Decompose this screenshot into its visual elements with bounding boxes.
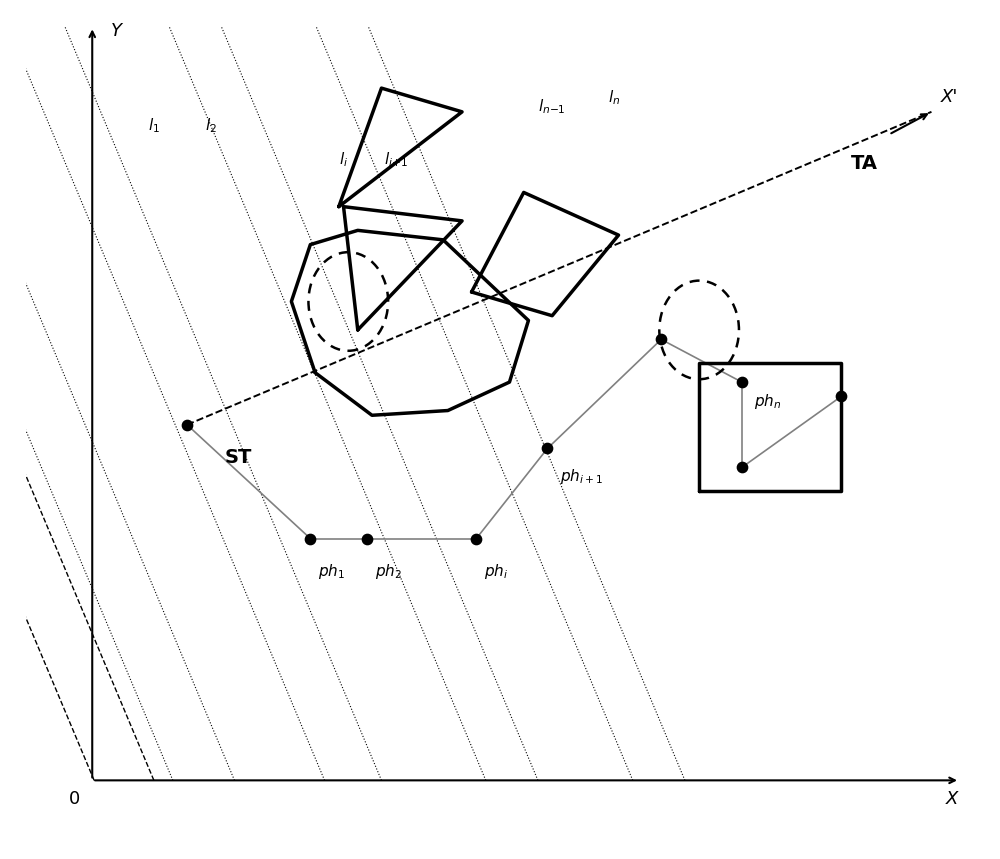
Text: Y: Y [111, 22, 122, 40]
Text: $ph_{1}$: $ph_{1}$ [318, 563, 345, 582]
Text: $ph_{i+1}$: $ph_{i+1}$ [560, 467, 603, 486]
Point [653, 332, 669, 346]
Text: $l_{n{-}1}$: $l_{n{-}1}$ [538, 98, 566, 117]
Point [468, 532, 484, 545]
Text: $ph_{i}$: $ph_{i}$ [484, 563, 508, 582]
Point [734, 375, 750, 389]
Text: $l_{n}$: $l_{n}$ [608, 88, 620, 107]
Point [539, 442, 555, 455]
Text: $l_{2}$: $l_{2}$ [205, 117, 217, 136]
Point [179, 417, 195, 431]
Text: $ph_{2}$: $ph_{2}$ [375, 563, 402, 582]
Text: X: X [946, 790, 958, 808]
Text: 0: 0 [69, 790, 80, 808]
Text: TA: TA [851, 154, 878, 173]
Text: X': X' [941, 88, 958, 107]
Text: $ph_{n}$: $ph_{n}$ [754, 392, 782, 411]
Point [359, 532, 375, 545]
Text: $l_{1}$: $l_{1}$ [148, 117, 160, 136]
Point [302, 532, 318, 545]
Point [734, 460, 750, 474]
Point [833, 389, 849, 403]
Text: ST: ST [225, 448, 252, 466]
Text: $l_{i}$: $l_{i}$ [339, 149, 348, 168]
Text: $l_{i{+}1}$: $l_{i{+}1}$ [384, 149, 408, 168]
